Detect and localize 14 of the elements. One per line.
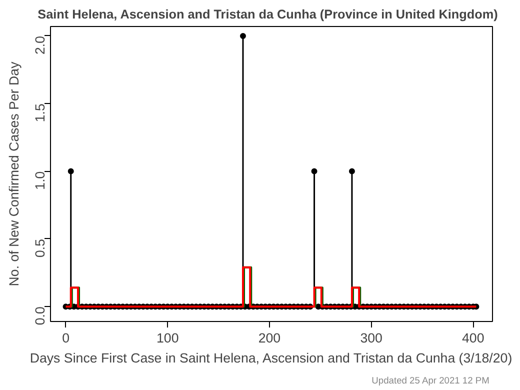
- y-tick-label: 0.0: [32, 306, 48, 326]
- text: Updated 25 Apr 2021 12 PM: [372, 376, 490, 386]
- chart-title: Saint Helena, Ascension and Tristan da Cunha (Province in United Kingdom): [38, 8, 498, 22]
- y-tick-label: 0.5: [32, 238, 48, 258]
- y-tick-label: 2.0: [32, 36, 48, 54]
- x-tick-label: 400: [462, 330, 484, 346]
- x-tick-label: 100: [156, 330, 179, 346]
- y-tick-label: 1.5: [32, 104, 48, 122]
- x-axis-title: Days Since First Case in Saint Helena, Ascension and Tristan da Cunha (3/18/20): [30, 350, 512, 366]
- x-tick-label: 300: [360, 330, 382, 346]
- x-tick-label: 200: [258, 330, 281, 346]
- x-tick-label: 0: [62, 330, 70, 346]
- y-tick-label: 1.0: [32, 171, 48, 190]
- y-axis-title: No. of New Confirmed Cases Per Day: [6, 61, 22, 286]
